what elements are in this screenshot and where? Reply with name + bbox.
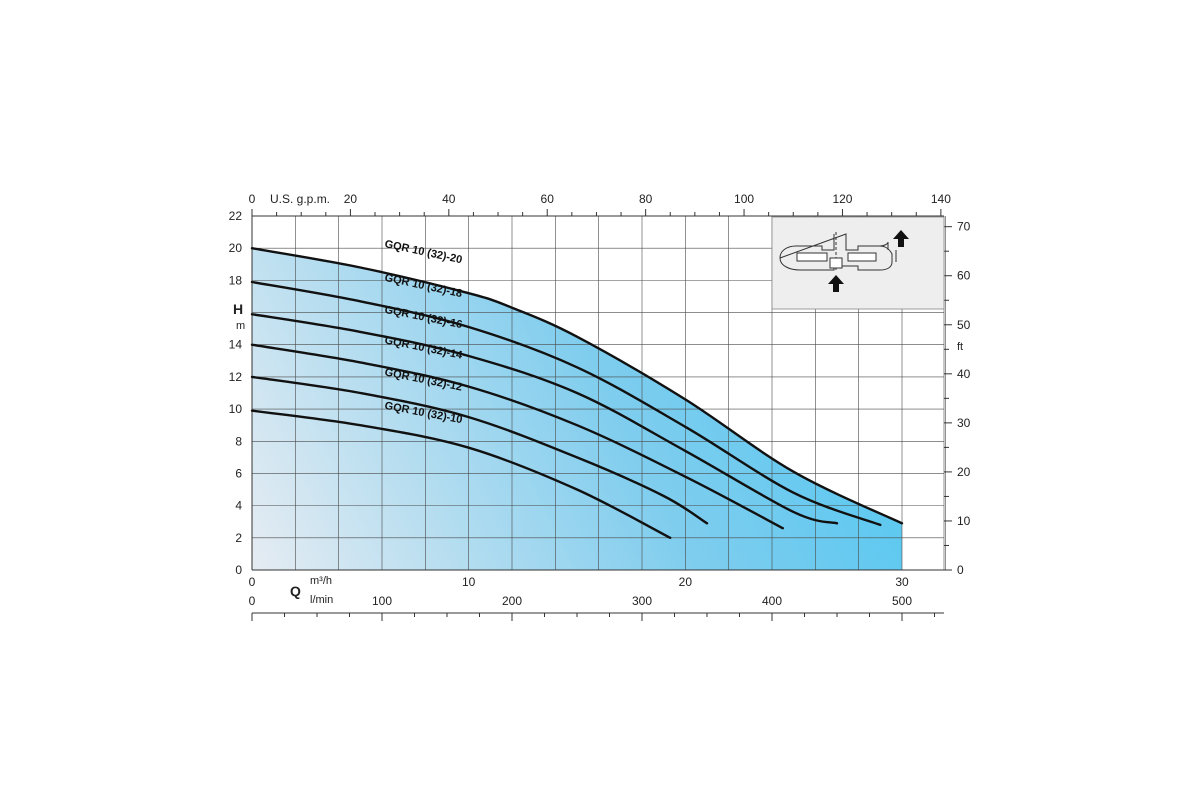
y-tick-label: 2 [235,531,242,545]
lmin-tick-label: 500 [892,594,912,608]
ft-tick-label: 10 [957,514,971,528]
pump-diagram-inset [771,216,945,310]
ft-tick-label: 0 [957,563,964,577]
x-tick-label: 20 [679,575,693,589]
ft-tick-label: 20 [957,465,971,479]
x-tick-label: 30 [895,575,909,589]
curve-gqr-10-32-14 [250,343,784,530]
ft-tick-label: 50 [957,318,971,332]
curves [250,247,904,539]
gpm-tick-label: 20 [344,192,358,206]
y-tick-label: 10 [229,402,243,416]
y-tick-label: 14 [229,338,243,352]
ft-tick-label: 40 [957,367,971,381]
gpm-tick-label: 100 [734,192,754,206]
ft-tick-label: 60 [957,269,971,283]
lmin-unit: l/min [310,594,333,606]
ft-tick-label: 30 [957,416,971,430]
curve-gqr-10-32-10 [250,409,672,539]
x-axis-label: Q [290,583,301,599]
x-tick-label: 0 [249,575,256,589]
lmin-tick-label: 300 [632,594,652,608]
y-tick-label: 6 [235,466,242,480]
gpm-tick-label: 80 [639,192,653,206]
gpm-tick-label: 60 [541,192,555,206]
ft-tick-label: 70 [957,220,971,234]
y-tick-label: 22 [229,209,243,223]
y-axis-label: H [233,301,243,317]
lmin-tick-label: 400 [762,594,782,608]
y-tick-label: 0 [235,563,242,577]
gpm-tick-label: 120 [832,192,852,206]
curve-gqr-10-32-18 [250,280,882,527]
y-axis-unit: m [236,320,245,332]
x-tick-label: 10 [462,575,476,589]
x-axis-unit-m3h: m³/h [310,575,332,587]
y-tick-label: 20 [229,241,243,255]
curve-label: GQR 10 (32)-20 [384,238,464,266]
y-tick-label: 4 [235,499,242,513]
y-tick-label: 18 [229,273,243,287]
lmin-tick-label: 100 [372,594,392,608]
curve-gqr-10-32-12 [250,375,709,525]
lmin-tick-label: 200 [502,594,522,608]
y-tick-label: 8 [235,434,242,448]
gpm-tick-label: 0 [249,192,256,206]
gpm-tick-label: 40 [442,192,456,206]
lmin-tick-label: 0 [249,594,256,608]
curve-gqr-10-32-16 [250,313,839,525]
gpm-unit: U.S. g.p.m. [270,192,330,206]
curve-gqr-10-32-20 [250,247,904,525]
y-tick-label: 12 [229,370,243,384]
ft-unit: ft [957,341,963,353]
gpm-tick-label: 140 [931,192,951,206]
